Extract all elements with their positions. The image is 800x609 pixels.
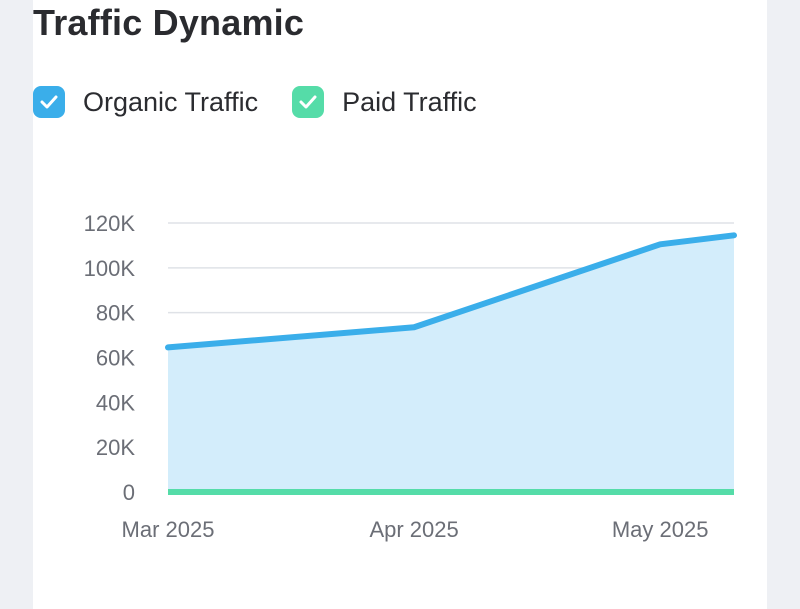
y-tick-label: 100K: [84, 256, 136, 281]
y-tick-label: 0: [123, 480, 135, 505]
organic-traffic-checkbox[interactable]: [33, 86, 65, 118]
y-tick-label: 40K: [96, 390, 135, 415]
legend-item-paid-traffic[interactable]: Paid Traffic: [292, 86, 477, 118]
x-tick-label: May 2025: [612, 517, 709, 542]
x-tick-label: Apr 2025: [369, 517, 458, 542]
check-icon: [40, 95, 58, 109]
y-tick-label: 20K: [96, 435, 135, 460]
organic-traffic-area: [168, 235, 734, 492]
organic-traffic-line: [165, 232, 737, 351]
legend-label-paid-traffic: Paid Traffic: [342, 86, 477, 117]
legend-label-organic-traffic: Organic Traffic: [83, 86, 259, 117]
y-tick-label: 60K: [96, 346, 135, 371]
check-icon: [299, 95, 317, 109]
chart-title: Traffic Dynamic: [33, 2, 305, 43]
x-tick-label: Mar 2025: [122, 517, 215, 542]
y-tick-label: 80K: [96, 301, 135, 326]
legend-item-organic-traffic[interactable]: Organic Traffic: [33, 86, 258, 118]
y-tick-label: 120K: [84, 211, 136, 236]
legend: Organic Traffic Paid Traffic: [33, 86, 511, 118]
paid-traffic-checkbox[interactable]: [292, 86, 325, 118]
